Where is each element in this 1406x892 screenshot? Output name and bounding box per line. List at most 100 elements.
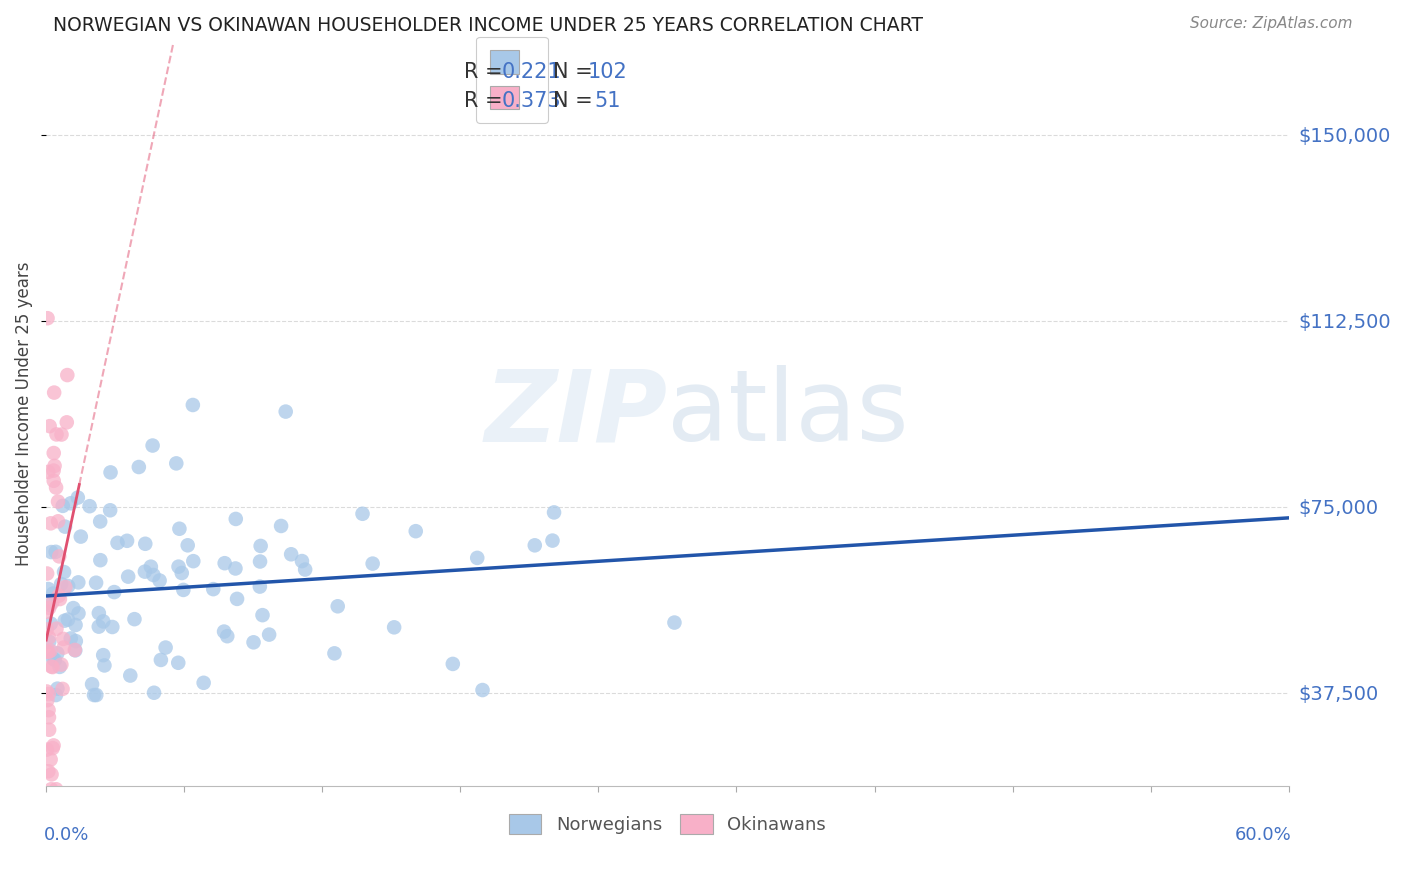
Point	[46, 646, 69, 660]
Point	[38, 723, 60, 737]
Point	[45, 481, 67, 495]
Point	[87, 606, 110, 620]
Point	[56, 613, 79, 627]
Point	[58, 579, 80, 593]
Point	[51, 427, 73, 442]
Point	[59, 632, 82, 646]
Point	[39, 644, 62, 658]
Point	[142, 438, 165, 452]
Point	[274, 404, 297, 418]
Point	[214, 556, 236, 570]
Point	[257, 627, 280, 641]
Point	[42, 651, 65, 665]
Point	[45, 622, 67, 636]
Point	[39, 598, 62, 612]
Point	[124, 612, 146, 626]
Point	[41, 660, 63, 674]
Point	[49, 592, 72, 607]
Point	[139, 559, 162, 574]
Point	[217, 629, 239, 643]
Point	[249, 539, 271, 553]
Point	[35, 684, 58, 698]
Point	[103, 585, 125, 599]
Point	[87, 620, 110, 634]
Point	[323, 646, 346, 660]
Text: 60.0%: 60.0%	[1234, 827, 1291, 845]
Point	[193, 675, 215, 690]
Point	[134, 565, 156, 579]
Point	[291, 554, 314, 568]
Point	[38, 710, 60, 724]
Point	[115, 533, 138, 548]
Point	[67, 607, 90, 621]
Point	[93, 658, 115, 673]
Point	[46, 514, 69, 528]
Point	[41, 659, 63, 673]
Point	[142, 568, 165, 582]
Point	[89, 553, 111, 567]
Point	[83, 688, 105, 702]
Point	[48, 589, 70, 603]
Text: N =: N =	[553, 62, 599, 82]
Point	[46, 494, 69, 508]
Point	[202, 582, 225, 596]
Point	[226, 591, 249, 606]
Point	[45, 782, 67, 797]
Point	[249, 580, 271, 594]
Text: Source: ZipAtlas.com: Source: ZipAtlas.com	[1189, 16, 1353, 31]
Point	[80, 677, 103, 691]
Point	[664, 615, 686, 630]
Point	[38, 600, 60, 615]
Point	[465, 550, 488, 565]
Point	[46, 681, 69, 696]
Point	[38, 631, 60, 645]
Point	[225, 512, 247, 526]
Point	[53, 519, 76, 533]
Point	[49, 577, 72, 591]
Point	[53, 580, 76, 594]
Text: 0.373: 0.373	[502, 91, 561, 111]
Point	[177, 538, 200, 552]
Point	[42, 446, 65, 460]
Point	[37, 465, 59, 479]
Point	[170, 566, 193, 580]
Point	[39, 616, 62, 631]
Point	[42, 474, 65, 488]
Point	[84, 575, 107, 590]
Point	[63, 643, 86, 657]
Point	[35, 742, 58, 756]
Point	[39, 752, 62, 766]
Point	[165, 456, 187, 470]
Point	[91, 648, 114, 662]
Point	[91, 615, 114, 629]
Point	[98, 503, 121, 517]
Point	[280, 547, 302, 561]
Point	[65, 618, 87, 632]
Point	[42, 586, 65, 600]
Point	[252, 608, 274, 623]
Point	[44, 653, 66, 667]
Point	[107, 536, 129, 550]
Point	[541, 533, 564, 548]
Point	[55, 415, 77, 429]
Point	[69, 530, 91, 544]
Point	[51, 657, 73, 672]
Point	[543, 505, 565, 519]
Point	[471, 683, 494, 698]
Point	[352, 507, 374, 521]
Point	[169, 522, 191, 536]
Point	[249, 554, 271, 568]
Point	[128, 460, 150, 475]
Point	[79, 499, 101, 513]
Text: ZIP: ZIP	[485, 365, 668, 462]
Text: atlas: atlas	[668, 365, 910, 462]
Point	[212, 624, 235, 639]
Point	[224, 561, 246, 575]
Point	[42, 464, 65, 478]
Point	[65, 634, 87, 648]
Point	[35, 623, 58, 637]
Point	[45, 688, 67, 702]
Point	[37, 311, 59, 326]
Point	[37, 764, 59, 779]
Point	[117, 569, 139, 583]
